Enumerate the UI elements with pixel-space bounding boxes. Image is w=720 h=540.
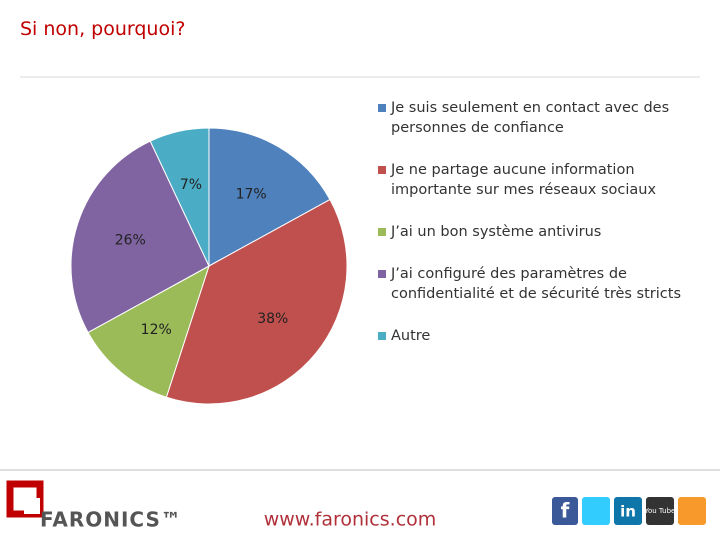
- legend-label: J’ai configuré des paramètres de confide…: [391, 266, 681, 302]
- url: www.faronics.com: [264, 509, 437, 531]
- data-label: 17%: [236, 187, 267, 203]
- facebook-icon-text: f: [561, 499, 570, 523]
- legend-item: Autre: [376, 326, 696, 346]
- linkedin-icon[interactable]: [614, 497, 642, 525]
- facebook-icon[interactable]: [552, 497, 578, 525]
- data-label: 12%: [141, 322, 172, 338]
- pie-slice: [165, 198, 348, 405]
- legend-item: J’ai configuré des paramètres de confide…: [376, 264, 696, 304]
- logo-text: FARONICS™: [40, 508, 182, 532]
- pie-slice: [87, 264, 210, 398]
- pie-slice: [149, 127, 210, 267]
- legend-item: Je ne partage aucune information importa…: [376, 160, 696, 200]
- legend-swatch: [378, 270, 386, 278]
- data-label: 7%: [180, 177, 202, 193]
- legend-swatch: [378, 166, 386, 174]
- pie-slice: [208, 127, 331, 267]
- twitter-icon[interactable]: [582, 497, 610, 525]
- linkedin-icon-text: in: [620, 503, 636, 521]
- youtube-icon[interactable]: [646, 497, 674, 525]
- legend-swatch: [378, 332, 386, 340]
- legend-item: J’ai un bon système antivirus: [376, 222, 696, 242]
- data-label: 26%: [115, 232, 146, 248]
- logo-mark: [24, 498, 40, 514]
- legend-label: Je ne partage aucune information importa…: [391, 162, 657, 198]
- legend-swatch: [378, 228, 386, 236]
- youtube-icon-text: You Tube: [644, 507, 676, 515]
- pie-slice: [70, 140, 210, 334]
- legend: Je suis seulement en contact avec des pe…: [376, 98, 696, 346]
- legend-label: Autre: [391, 328, 431, 344]
- legend-swatch: [378, 104, 386, 112]
- rss-icon[interactable]: [678, 497, 706, 525]
- legend-item: Je suis seulement en contact avec des pe…: [376, 98, 696, 138]
- slide-title: Si non, pourquoi?: [20, 18, 186, 40]
- data-label: 38%: [257, 311, 288, 327]
- legend-label: J’ai un bon système antivirus: [391, 224, 602, 240]
- legend-label: Je suis seulement en contact avec des pe…: [391, 100, 670, 136]
